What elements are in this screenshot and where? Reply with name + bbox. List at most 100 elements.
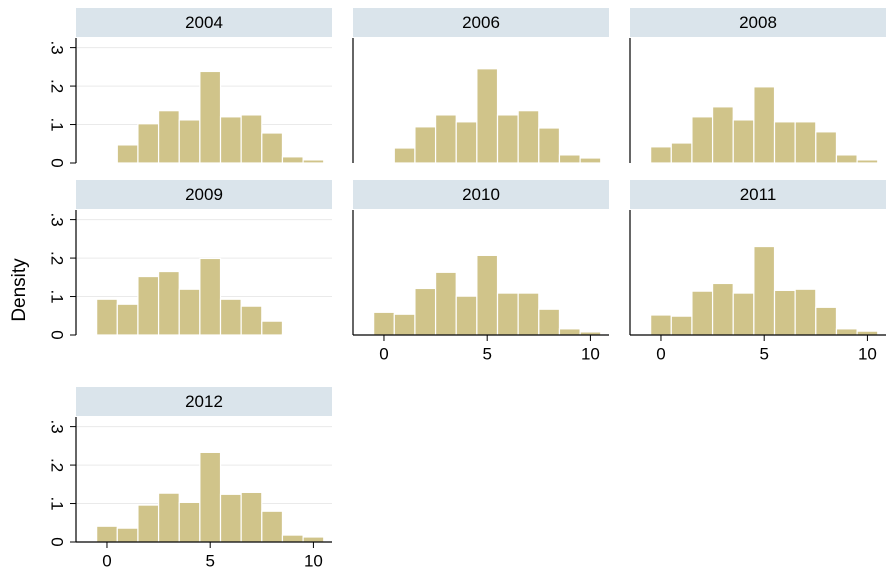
panel-strip bbox=[353, 180, 609, 209]
histogram-bar bbox=[794, 288, 817, 336]
histogram-bar bbox=[302, 333, 325, 336]
panel-title: 2012 bbox=[185, 392, 223, 411]
histogram-bar bbox=[670, 315, 693, 336]
histogram-bar bbox=[579, 157, 602, 164]
x-tick-label: 0 bbox=[656, 344, 665, 363]
histogram-bar bbox=[137, 123, 160, 164]
histogram-bar bbox=[199, 451, 222, 543]
histogram-bar bbox=[219, 493, 242, 543]
histogram-bar bbox=[240, 491, 263, 543]
panel-strip bbox=[630, 180, 886, 209]
y-tick-label: .3 bbox=[48, 420, 67, 434]
histogram-bar bbox=[856, 159, 879, 164]
histogram-bar bbox=[281, 534, 304, 543]
y-tick-label: .1 bbox=[48, 117, 67, 131]
histogram-bar bbox=[302, 536, 325, 543]
y-tick-label: 0 bbox=[48, 330, 67, 339]
histogram-bar bbox=[691, 290, 714, 336]
histogram-bar bbox=[455, 295, 478, 336]
histogram-bar bbox=[373, 311, 395, 336]
histogram-bar bbox=[178, 288, 201, 336]
histogram-bar bbox=[558, 328, 581, 336]
histogram-bar bbox=[835, 328, 858, 336]
histogram-bar bbox=[517, 110, 540, 164]
x-tick-label: 10 bbox=[581, 344, 600, 363]
histogram-bar bbox=[414, 126, 437, 164]
histogram-bar bbox=[650, 314, 672, 336]
panel-strip bbox=[353, 8, 609, 37]
panel-strip bbox=[76, 180, 332, 209]
y-tick-label: .1 bbox=[48, 496, 67, 510]
histogram-bar bbox=[178, 501, 201, 543]
y-tick-label: .2 bbox=[48, 458, 67, 472]
y-tick-label: 0 bbox=[48, 158, 67, 167]
histogram-bar bbox=[261, 132, 284, 164]
histogram-bar bbox=[137, 275, 160, 336]
panel-title: 2008 bbox=[739, 13, 777, 32]
histogram-bar bbox=[815, 306, 838, 336]
histogram-bar bbox=[137, 504, 160, 543]
histogram-bar bbox=[157, 492, 180, 543]
histogram-bar bbox=[116, 527, 139, 543]
histogram-bar bbox=[219, 298, 242, 336]
histogram-bar bbox=[302, 159, 325, 164]
histogram-bar bbox=[261, 320, 284, 336]
panel-strip bbox=[630, 8, 886, 37]
histogram-bar bbox=[476, 254, 499, 336]
histogram-bar bbox=[670, 142, 693, 164]
histogram-bar bbox=[157, 110, 180, 164]
histogram-bar bbox=[753, 86, 776, 164]
histogram-bar bbox=[96, 525, 118, 543]
histogram-bar bbox=[835, 154, 858, 164]
panel-title: 2006 bbox=[462, 13, 500, 32]
panel-title: 2004 bbox=[185, 13, 223, 32]
x-tick-label: 10 bbox=[858, 344, 877, 363]
y-tick-label: .3 bbox=[48, 213, 67, 227]
panel-strip bbox=[76, 387, 332, 416]
x-tick-label: 0 bbox=[379, 344, 388, 363]
histogram-bar bbox=[815, 131, 838, 164]
histogram-bar bbox=[96, 298, 118, 336]
histogram-bar bbox=[711, 282, 734, 336]
histogram-bar bbox=[558, 154, 581, 164]
histogram-bar bbox=[650, 146, 672, 164]
histogram-bar bbox=[116, 303, 139, 336]
x-tick-label: 10 bbox=[304, 551, 323, 570]
histogram-bar bbox=[178, 119, 201, 164]
y-tick-label: .1 bbox=[48, 289, 67, 303]
histogram-bar bbox=[281, 333, 304, 336]
panel-title: 2009 bbox=[185, 185, 223, 204]
histogram-bar bbox=[496, 114, 519, 164]
histogram-bar bbox=[219, 116, 242, 164]
histogram-bar bbox=[753, 245, 776, 336]
histogram-bar bbox=[773, 121, 796, 164]
panel-title: 2010 bbox=[462, 185, 500, 204]
histogram-bar bbox=[434, 114, 457, 164]
histogram-bar bbox=[773, 289, 796, 336]
y-tick-label: .3 bbox=[48, 41, 67, 55]
histogram-bar bbox=[496, 292, 519, 336]
histogram-bar bbox=[794, 121, 817, 164]
histogram-bar bbox=[538, 308, 561, 336]
histogram-bar bbox=[711, 106, 734, 164]
histogram-bar bbox=[261, 510, 284, 543]
x-tick-label: 0 bbox=[102, 551, 111, 570]
histogram-bar bbox=[199, 70, 222, 164]
histogram-bar bbox=[393, 147, 416, 164]
histogram-bar bbox=[414, 287, 437, 336]
histogram-bar bbox=[240, 305, 263, 336]
histogram-bar bbox=[434, 271, 457, 336]
histogram-bar bbox=[157, 270, 180, 336]
y-tick-label: 0 bbox=[48, 537, 67, 546]
histogram-bar bbox=[476, 68, 499, 164]
panel-title: 2011 bbox=[740, 185, 777, 204]
y-tick-label: .2 bbox=[48, 79, 67, 93]
x-tick-label: 5 bbox=[482, 344, 491, 363]
histogram-bar bbox=[199, 257, 222, 336]
histogram-bar bbox=[116, 144, 139, 164]
histogram-bar bbox=[455, 121, 478, 164]
histogram-bar bbox=[538, 127, 561, 164]
x-tick-label: 5 bbox=[205, 551, 214, 570]
histogram-bar bbox=[732, 292, 755, 336]
